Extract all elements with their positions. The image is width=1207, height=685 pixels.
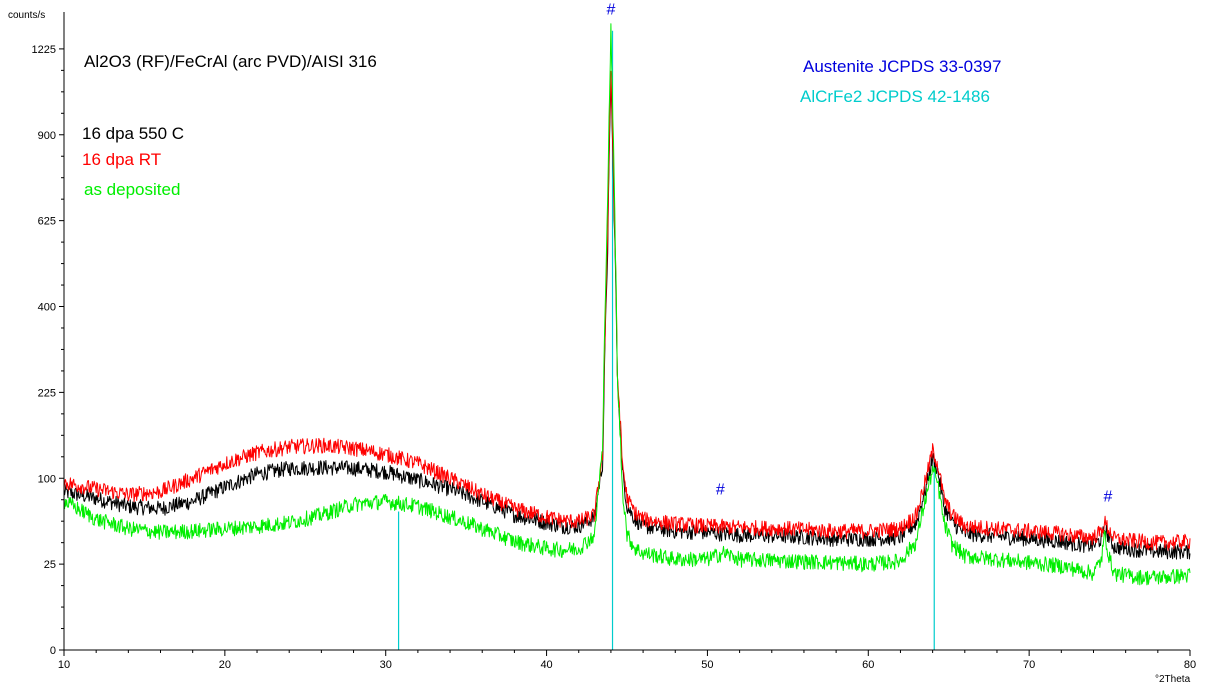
peak-marker: # (606, 1, 615, 18)
y-ticks: 0 25 100 225 400 625 900 1225 (32, 44, 64, 657)
legend-16dpa-rt: 16 dpa RT (82, 150, 161, 169)
x-tick-label: 60 (862, 659, 874, 671)
x-ticks: 10 20 30 40 50 60 70 80 (58, 650, 1196, 671)
legend-austenite: Austenite JCPDS 33-0397 (803, 57, 1001, 76)
x-tick-label: 50 (701, 659, 713, 671)
peak-markers: # # # (606, 1, 1112, 505)
legend-alcrfe2: AlCrFe2 JCPDS 42-1486 (800, 87, 990, 106)
x-tick-label: 80 (1184, 659, 1196, 671)
x-tick-label: 40 (540, 659, 552, 671)
series-line (64, 85, 1190, 559)
annotation-labels: Al2O3 (RF)/FeCrAl (arc PVD)/AISI 316 16 … (82, 52, 1001, 199)
sample-title: Al2O3 (RF)/FeCrAl (arc PVD)/AISI 316 (84, 52, 377, 71)
y-tick-label: 400 (38, 302, 56, 314)
x-axis-unit: °2Theta (1155, 674, 1191, 685)
y-tick-label: 1225 (32, 44, 56, 56)
legend-as-deposited: as deposited (84, 180, 180, 199)
peak-marker: # (716, 481, 725, 498)
y-tick-label: 625 (38, 216, 56, 228)
y-tick-label: 900 (38, 130, 56, 142)
x-tick-label: 30 (380, 659, 392, 671)
legend-16dpa-550c: 16 dpa 550 C (82, 124, 184, 143)
x-tick-label: 20 (219, 659, 231, 671)
series-group (64, 24, 1190, 585)
peak-marker: # (1104, 488, 1113, 505)
x-tick-label: 10 (58, 659, 70, 671)
y-tick-label: 100 (38, 473, 56, 485)
y-tick-label: 0 (50, 645, 56, 657)
plot-area: # # # (64, 1, 1190, 650)
y-axis-unit: counts/s (8, 10, 45, 21)
x-tick-label: 70 (1023, 659, 1035, 671)
y-tick-label: 225 (38, 387, 56, 399)
series-line (64, 71, 1190, 550)
y-tick-label: 25 (44, 559, 56, 571)
